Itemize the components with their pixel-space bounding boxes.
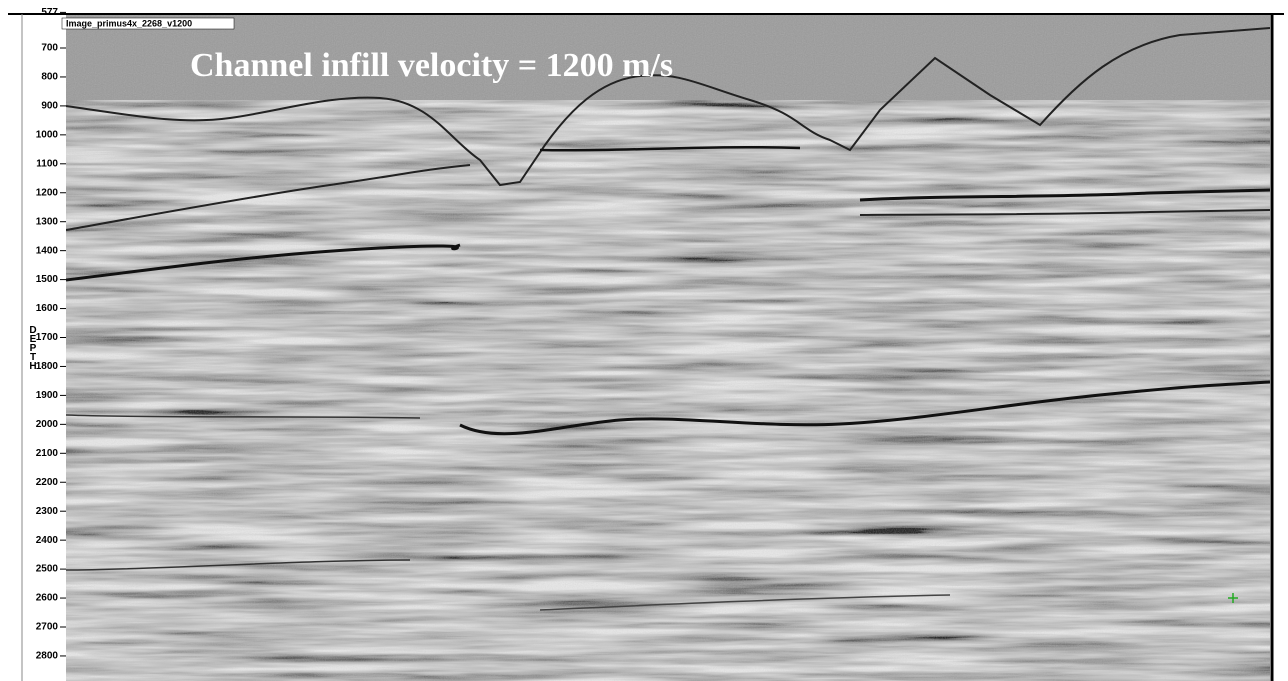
y-tick-label: 1900: [36, 390, 59, 401]
y-tick-label: 1200: [36, 187, 59, 198]
y-tick-label: 700: [41, 43, 58, 54]
reflector: [859, 188, 1270, 202]
y-tick-label: 2400: [36, 535, 59, 546]
y-tick-label: 1400: [36, 245, 59, 256]
y-tick-label: 2600: [36, 593, 59, 604]
image-name-badge: [61, 17, 235, 30]
y-tick-label: 1100: [36, 158, 58, 169]
y-tick-label: 2100: [36, 448, 59, 459]
y-tick-label: 2300: [36, 506, 59, 517]
reflector: [539, 145, 801, 152]
annotation: Channel infill velocity = 1200 m/s: [190, 47, 673, 84]
y-tick-label: 1000: [36, 129, 59, 140]
y-tick-label: 1700: [36, 332, 59, 343]
sea-floor: [66, 27, 1270, 187]
y-tick-label: 2200: [36, 477, 59, 488]
seismic-image: [66, 15, 1270, 681]
y-tick-label: 2500: [36, 564, 59, 575]
reflector: [66, 164, 471, 231]
y-tick-label: 2700: [36, 622, 59, 633]
reflector: [859, 209, 1270, 216]
reflector: [66, 414, 421, 419]
y-tick-label: 900: [41, 101, 58, 112]
reflector: [66, 559, 411, 571]
y-tick-label: 2000: [36, 419, 59, 430]
y-tick-label: 1800: [36, 361, 59, 372]
image-name: Image_primus4x_2268_v1200: [66, 18, 192, 28]
reflector: [66, 243, 461, 282]
y-tick-label: 1600: [36, 303, 59, 314]
reflector: [459, 380, 1270, 436]
y-tick-label: 1300: [36, 216, 59, 227]
y-tick-label: 577: [41, 7, 58, 18]
y-tick-label: 800: [41, 72, 58, 83]
y-tick-label: 2800: [36, 651, 59, 662]
depth-axis: 577 700 800 900 1000 1100 1200 1300 1400 1500 1600…: [29, 7, 66, 662]
reflector: [539, 594, 951, 611]
y-tick-label: 1500: [36, 274, 59, 285]
image-grain: [66, 15, 1270, 681]
cursor-cross: [1228, 593, 1238, 603]
